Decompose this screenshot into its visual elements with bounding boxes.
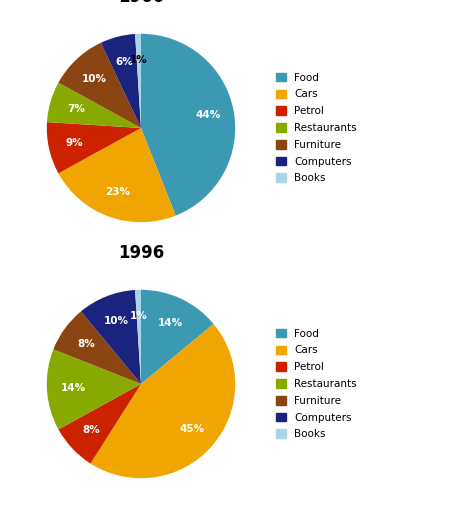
Text: 14%: 14% <box>61 383 86 393</box>
Text: 10%: 10% <box>82 74 107 83</box>
Wedge shape <box>58 384 141 463</box>
Wedge shape <box>141 290 213 384</box>
Wedge shape <box>54 311 141 384</box>
Text: 7%: 7% <box>67 104 85 114</box>
Wedge shape <box>58 128 176 222</box>
Text: 44%: 44% <box>195 110 220 120</box>
Text: 1%: 1% <box>130 311 148 321</box>
Wedge shape <box>135 290 141 384</box>
Text: 1%: 1% <box>130 55 148 65</box>
Text: 8%: 8% <box>77 339 95 349</box>
Text: 9%: 9% <box>66 138 84 148</box>
Wedge shape <box>47 122 141 174</box>
Wedge shape <box>101 34 141 128</box>
Wedge shape <box>141 34 235 216</box>
Title: 1996: 1996 <box>118 244 164 262</box>
Text: 23%: 23% <box>106 187 131 197</box>
Wedge shape <box>47 349 141 430</box>
Text: 45%: 45% <box>180 424 204 434</box>
Wedge shape <box>58 43 141 128</box>
Text: 8%: 8% <box>83 425 101 435</box>
Title: 1966: 1966 <box>118 0 164 6</box>
Text: 6%: 6% <box>115 57 133 67</box>
Legend: Food, Cars, Petrol, Restaurants, Furniture, Computers, Books: Food, Cars, Petrol, Restaurants, Furnitu… <box>276 329 357 439</box>
Legend: Food, Cars, Petrol, Restaurants, Furniture, Computers, Books: Food, Cars, Petrol, Restaurants, Furnitu… <box>276 73 357 183</box>
Wedge shape <box>81 290 141 384</box>
Text: 14%: 14% <box>157 317 182 328</box>
Text: 10%: 10% <box>103 316 128 326</box>
Wedge shape <box>135 34 141 128</box>
Wedge shape <box>91 324 235 478</box>
Wedge shape <box>47 82 141 128</box>
